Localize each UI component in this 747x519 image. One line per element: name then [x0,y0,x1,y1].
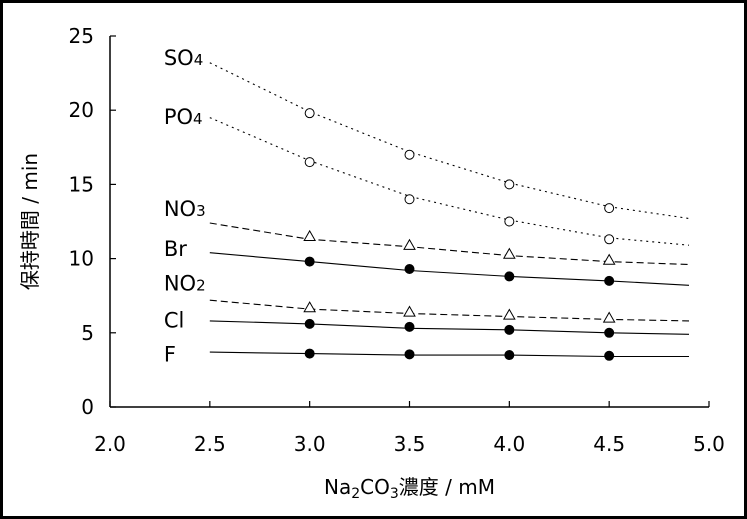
x-tick-label: 3.5 [394,432,426,456]
data-point-filled-circle [604,350,615,361]
y-tick-label: 0 [81,395,94,419]
data-point-open-circle [404,194,415,205]
data-point-filled-circle [304,256,315,267]
data-point-open-circle [304,157,315,168]
series-label-so4: SO4 [164,46,203,70]
x-tick-label: 4.0 [493,432,525,456]
data-point-filled-circle [304,318,315,329]
data-point-triangle [403,238,416,250]
y-tick-label: 25 [69,24,94,48]
y-tick-label: 20 [69,98,94,122]
series-label-po4: PO4 [164,105,203,129]
x-axis-title: Na2CO3濃度 / mM [324,475,495,502]
data-point-open-circle [304,108,315,119]
series-br [209,252,690,286]
series-label-main: Cl [164,308,185,332]
x-tick-label: 3.0 [294,432,326,456]
x-tick-label: 2.5 [194,432,226,456]
y-tick-label: 10 [69,247,94,271]
series-label-br: Br [164,237,187,261]
series-label-sub: 4 [194,51,204,69]
series-label-main: F [164,343,176,367]
series-line-no3 [209,222,690,266]
data-point-filled-circle [404,349,415,360]
data-point-triangle [602,311,616,323]
data-point-filled-circle [604,327,615,338]
series-line-no2 [209,299,690,322]
series-line-br [209,252,690,286]
x-axis-title-part: 濃度 / mM [399,475,495,499]
series-line-f [209,351,689,358]
data-point-open-circle [504,179,515,190]
series-no3 [209,222,690,266]
series-label-main: NO [164,271,196,295]
series-label-f: F [164,343,176,367]
series-line-po4 [209,117,690,246]
x-tick-label: 2.0 [94,432,126,456]
data-point-filled-circle [504,271,515,282]
x-tick-label: 5.0 [693,432,725,456]
series-f [209,348,689,361]
series-po4 [209,117,690,246]
data-point-open-circle [604,234,615,245]
data-point-triangle [602,253,616,265]
x-axis-title-part: Na [324,475,351,499]
data-point-triangle [303,229,317,241]
series-line-so4 [209,62,690,220]
axes: 0 5 10 15 20 25 2.0 2.5 3.0 3.5 4.0 4.5 5.0 [69,24,725,456]
series-line-cl [209,320,690,335]
series-label-sub: 4 [193,110,203,128]
data-point-triangle [502,247,516,259]
data-point-filled-circle [404,263,415,274]
data-point-filled-circle [504,350,515,361]
data-point-filled-circle [604,275,615,286]
series-label-cl: Cl [164,308,185,332]
series-label-sub: 2 [196,276,206,294]
x-axis-title-part: CO [360,475,390,499]
x-tick-label: 4.5 [593,432,625,456]
x-axis-title-part: 3 [390,486,399,502]
series-no2 [209,299,690,323]
data-point-open-circle [604,203,615,214]
series-cl [209,318,690,338]
series-label-main: SO [164,46,194,70]
y-axis-title: 保持時間 / min [18,153,42,290]
data-point-open-circle [504,216,515,227]
chart-frame: 0 5 10 15 20 25 2.0 2.5 3.0 3.5 4.0 4.5 5.0 SO4 PO4 NO… [3,3,744,516]
series-label-main: NO [164,197,196,221]
y-tick-label: 15 [69,172,94,196]
series-label-no2: NO2 [164,271,206,295]
data-point-triangle [303,301,317,313]
data-point-open-circle [404,149,415,160]
series-layer [209,62,690,361]
x-axis-title-part: 2 [351,486,360,502]
data-point-triangle [502,308,516,320]
data-point-triangle [403,305,416,317]
series-so4 [209,62,690,220]
series-label-main: PO [164,105,193,129]
series-label-no3: NO3 [164,197,206,221]
series-label-sub: 3 [196,202,206,220]
data-point-filled-circle [404,321,415,332]
data-point-filled-circle [504,324,515,335]
series-label-main: Br [164,237,187,261]
data-point-filled-circle [304,348,315,359]
y-tick-label: 5 [81,321,94,345]
